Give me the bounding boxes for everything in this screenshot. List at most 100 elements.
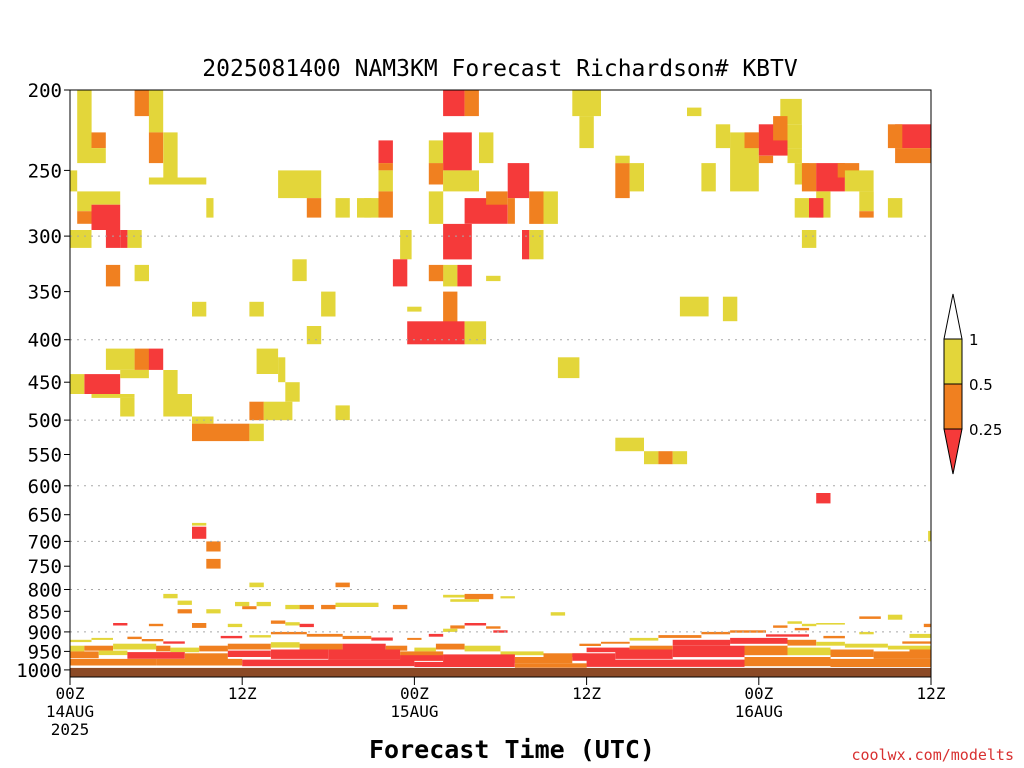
ri-cell-yellow — [816, 641, 845, 646]
ri-cell-yellow — [292, 259, 307, 282]
ri-cell-orange — [658, 451, 673, 465]
y-tick-label: 350 — [28, 282, 62, 304]
ri-cell-orange — [91, 132, 106, 149]
ri-cell-orange — [615, 163, 630, 199]
ri-cell-red — [522, 230, 530, 260]
ri-cell-orange — [105, 264, 121, 287]
ri-cell-yellow — [715, 124, 731, 149]
y-tick-label: 950 — [28, 641, 62, 663]
ri-cell-yellow — [450, 599, 479, 602]
ri-cell-yellow — [270, 642, 300, 648]
ri-cell-red — [242, 659, 415, 667]
x-tick-label: 00Z — [400, 684, 429, 703]
ri-cell-red — [895, 124, 931, 149]
ri-cell-red — [407, 321, 465, 345]
ri-cell-yellow — [679, 296, 709, 317]
ri-cell-red — [672, 645, 745, 658]
ri-cell-yellow — [443, 594, 465, 598]
ri-cell-yellow — [887, 614, 903, 620]
ri-cell-yellow — [414, 647, 436, 652]
ri-cell-red — [443, 223, 472, 260]
ri-cell-yellow — [701, 163, 716, 192]
ri-cell-red — [163, 641, 185, 644]
ri-cell-red — [91, 204, 121, 230]
ri-cell-red — [615, 649, 673, 659]
credit-link[interactable]: coolwx.com/modelts — [851, 746, 1014, 764]
ri-cell-yellow — [844, 643, 888, 648]
ri-cell-orange — [84, 645, 113, 651]
y-tick-label: 250 — [28, 160, 62, 182]
ri-cell-red — [328, 649, 401, 660]
ri-cell-yellow — [479, 132, 494, 164]
legend-label: 0.25 — [969, 421, 1002, 439]
ri-cell-orange — [902, 641, 931, 644]
ri-cell-yellow — [235, 601, 250, 607]
ri-cell-yellow — [163, 370, 178, 394]
ri-cell-yellow — [486, 275, 501, 282]
ri-cell-red — [766, 634, 809, 637]
ri-cell-orange — [270, 631, 307, 635]
ri-cell-yellow — [443, 170, 479, 192]
ri-cell-orange — [428, 163, 444, 185]
ri-cell-yellow — [70, 230, 92, 248]
x-tick-label: 12Z — [917, 684, 946, 703]
ri-cell-yellow — [672, 451, 688, 465]
ri-cell-orange — [701, 631, 731, 635]
ri-cell-yellow — [113, 643, 157, 650]
plot-frame — [69, 89, 932, 678]
ri-cell-yellow — [306, 326, 322, 345]
ri-cell-yellow — [615, 155, 630, 164]
ri-cell-yellow — [428, 140, 444, 164]
ri-cell-orange — [773, 625, 788, 628]
ri-cell-yellow — [335, 405, 350, 421]
legend-swatch-orange — [943, 383, 963, 430]
x-axis-label: Forecast Time (UTC) — [369, 735, 655, 764]
ri-cell-red — [192, 526, 207, 539]
y-tick-label: 650 — [28, 505, 62, 527]
ri-cell-yellow — [249, 423, 264, 442]
ri-cell-orange — [141, 639, 164, 642]
ri-cell-yellow — [887, 198, 903, 218]
ri-cell-yellow — [464, 645, 501, 652]
ri-cell-yellow — [722, 296, 738, 322]
ri-cell-yellow — [192, 522, 207, 526]
ri-cell-yellow — [206, 609, 221, 614]
ri-cell-yellow — [163, 132, 178, 178]
ri-cell-yellow — [249, 635, 271, 638]
ri-cell-orange — [773, 116, 788, 141]
ri-cell-orange — [887, 124, 903, 149]
ri-cell-red — [392, 259, 408, 287]
legend-swatch-yellow — [943, 338, 963, 385]
ri-cell-orange — [378, 163, 393, 171]
ri-cell-yellow — [263, 401, 293, 421]
ri-cell-orange — [192, 623, 207, 628]
ri-cell-yellow — [321, 291, 336, 317]
ri-cell-yellow — [163, 593, 178, 599]
ri-cell-yellow — [335, 602, 379, 607]
y-tick-label: 900 — [28, 622, 62, 644]
ri-cell-red — [120, 230, 128, 248]
ri-cell-yellow — [500, 596, 515, 599]
ri-cell-yellow — [227, 623, 243, 628]
ri-cell-orange — [514, 663, 587, 668]
ri-cell-orange — [859, 211, 874, 218]
ri-cell-orange — [464, 593, 494, 600]
ri-cell-yellow — [163, 394, 192, 417]
ri-cell-orange — [428, 264, 444, 282]
y-tick-label: 600 — [28, 476, 62, 498]
ri-cell-yellow — [148, 90, 164, 133]
ri-cell-yellow — [543, 191, 558, 224]
ri-cell-orange — [830, 658, 931, 667]
ri-cell-yellow — [687, 107, 702, 117]
ri-cell-yellow — [335, 198, 350, 218]
ri-cell-yellow — [859, 191, 874, 212]
ri-cell-orange — [385, 645, 408, 651]
ri-cell-red — [148, 348, 164, 370]
ri-cell-orange — [156, 658, 243, 666]
ri-cell-yellow — [91, 637, 113, 640]
ri-cell-yellow — [70, 170, 78, 192]
x-tick-label: 14AUG — [46, 702, 94, 721]
ri-cell-yellow — [98, 650, 128, 656]
richardson-cells — [70, 90, 931, 668]
ri-cell-orange — [321, 604, 336, 610]
